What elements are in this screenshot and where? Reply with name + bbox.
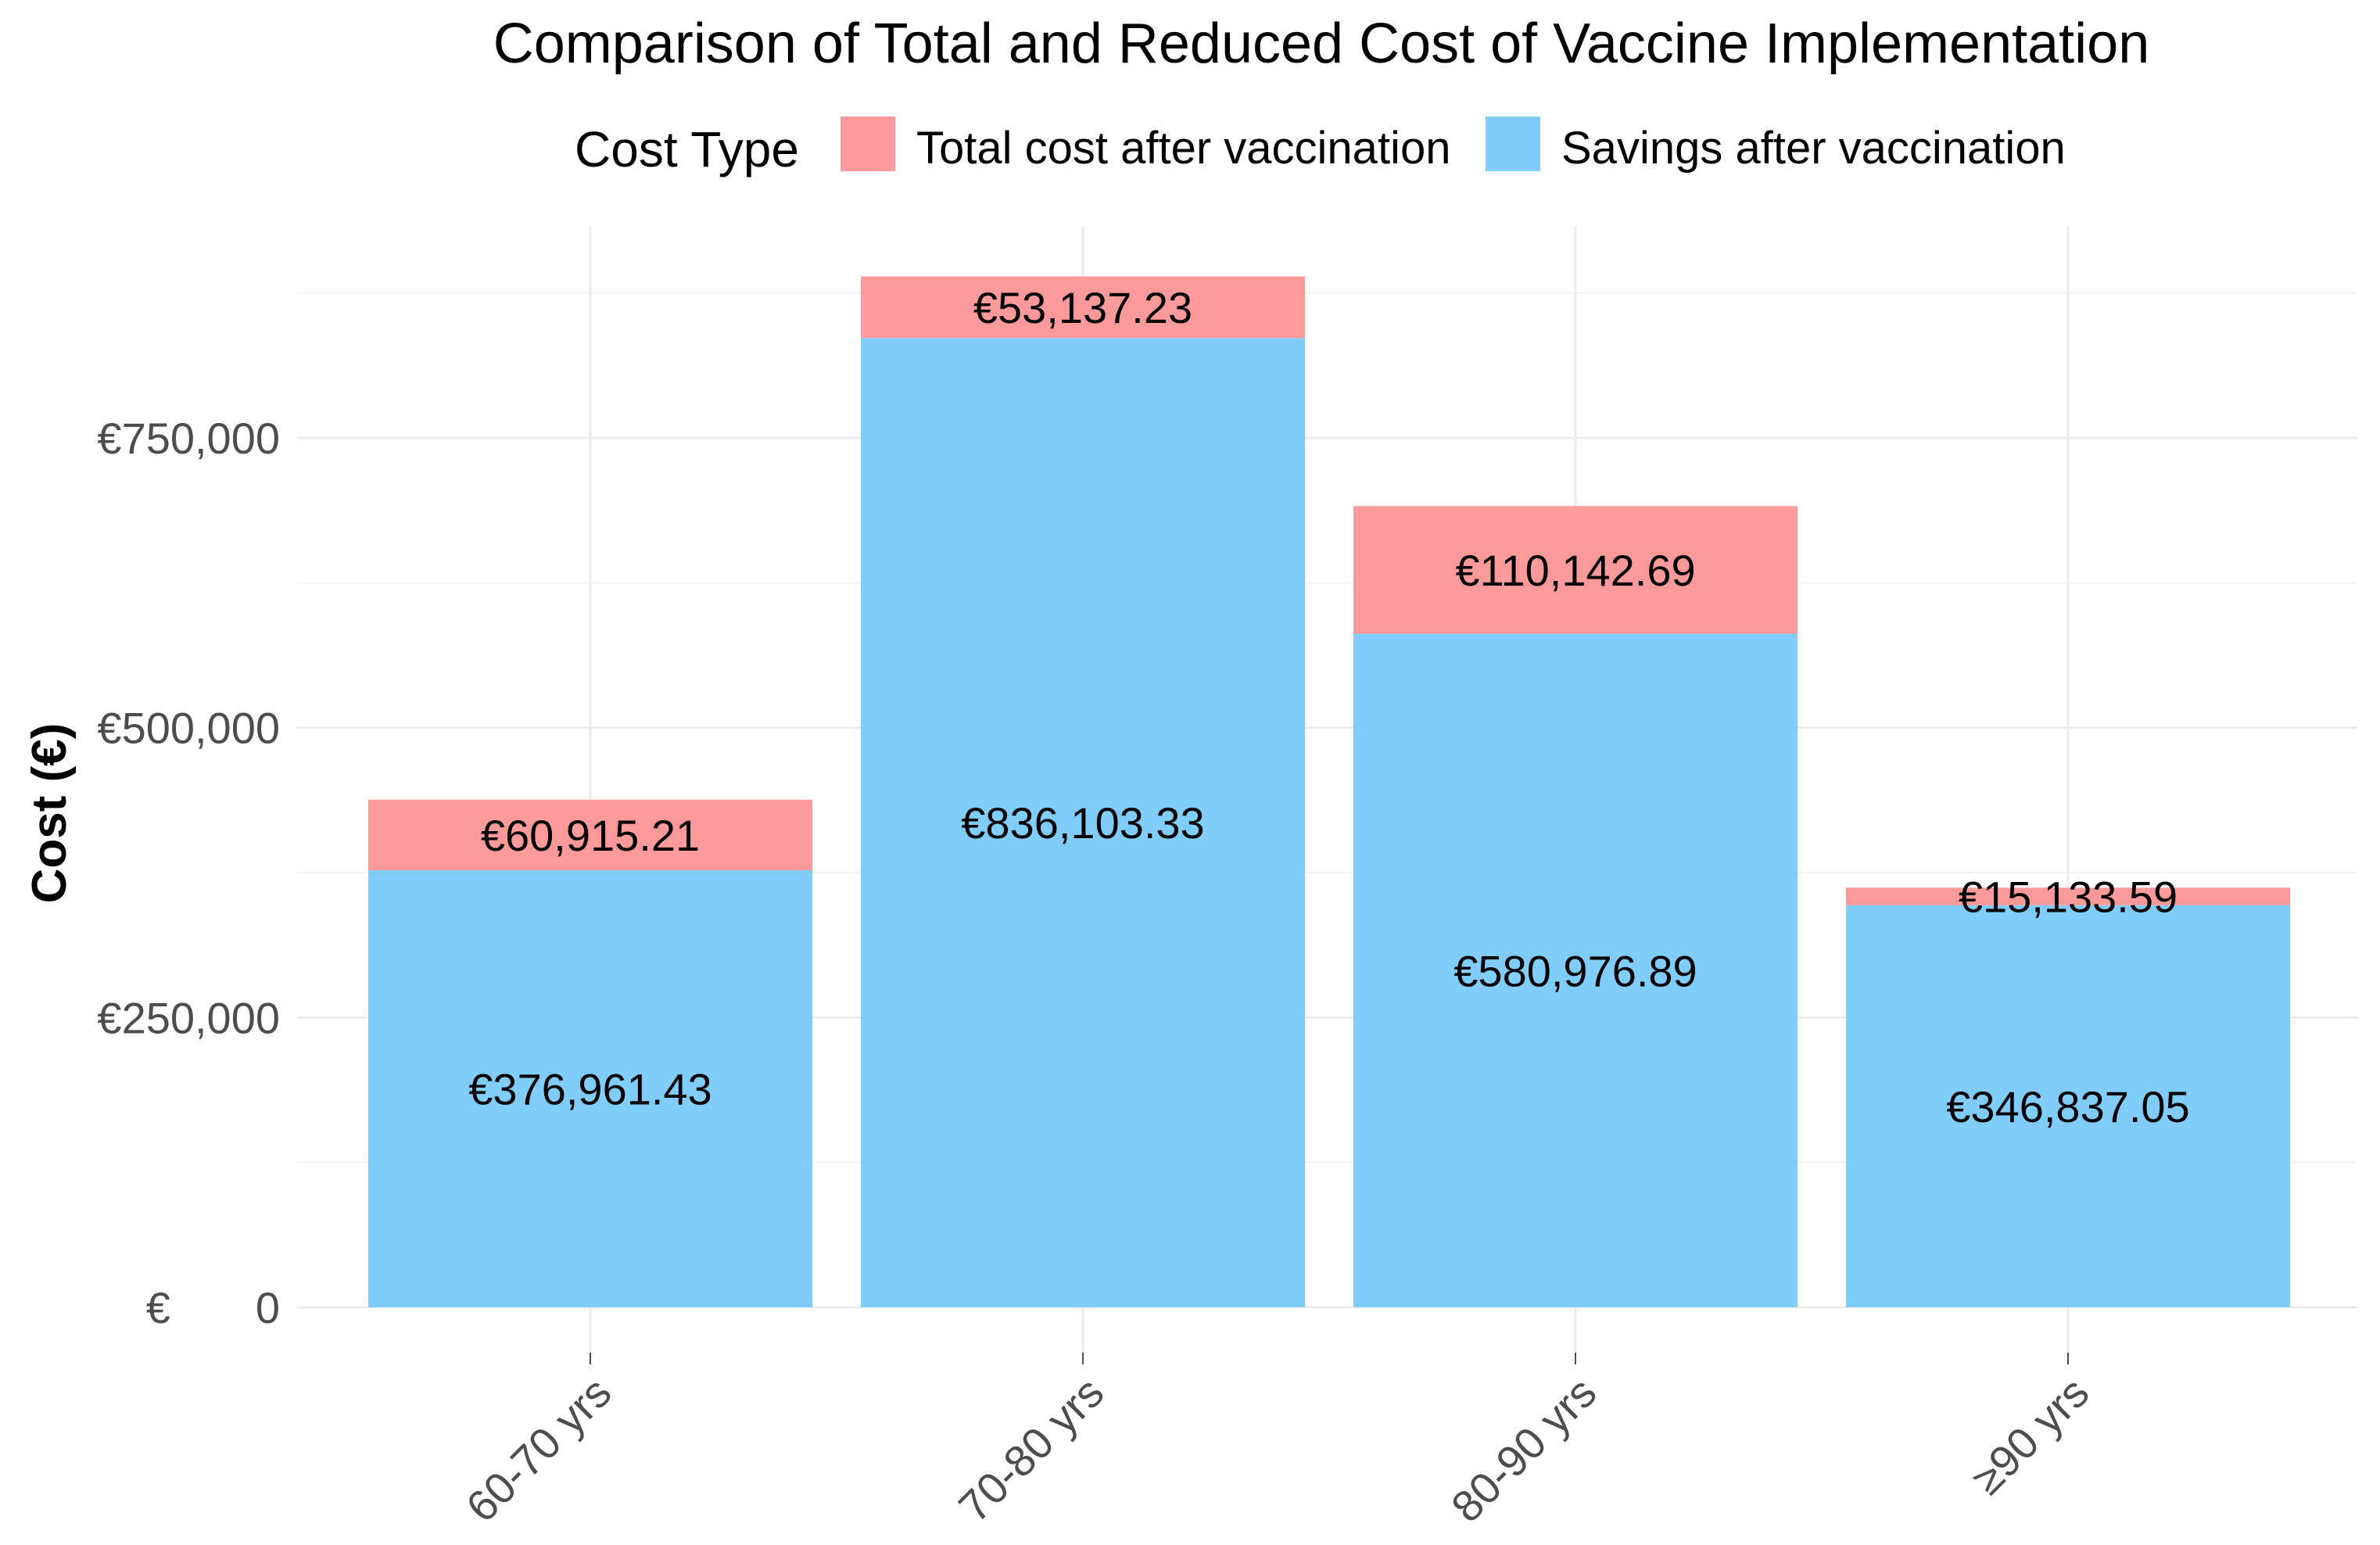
y-tick-label: €500,000 bbox=[97, 704, 280, 753]
legend-swatch-total-cost bbox=[841, 117, 895, 171]
bar-savings bbox=[1846, 905, 2290, 1307]
legend: Cost Type Total cost after vaccination S… bbox=[575, 117, 2066, 177]
bar-labels: €376,961.43 €60,915.21 €836,103.33 €53,137.… bbox=[468, 283, 2189, 1131]
bar-total-cost bbox=[861, 276, 1305, 339]
bar-total-cost bbox=[368, 799, 812, 871]
chart-title: Comparison of Total and Reduced Cost of … bbox=[493, 13, 2150, 75]
x-tick-label: ≥90 yrs bbox=[1962, 1368, 2098, 1504]
bar-savings bbox=[368, 870, 812, 1307]
bar-label-savings: €376,961.43 bbox=[468, 1065, 711, 1114]
bar-total-cost bbox=[1353, 506, 1798, 634]
x-tick-label: 70-80 yrs bbox=[949, 1368, 1113, 1532]
bar-label-total-cost: €110,142.69 bbox=[1455, 546, 1695, 595]
x-tick-label: 80-90 yrs bbox=[1442, 1368, 1606, 1532]
bar-label-total-cost: €60,915.21 bbox=[481, 811, 700, 860]
bar-label-total-cost: €15,133.59 bbox=[1959, 873, 2177, 922]
y-tick-label: €250,000 bbox=[97, 993, 280, 1042]
bar-label-total-cost: €53,137.23 bbox=[973, 283, 1192, 332]
legend-label-total-cost: Total cost after vaccination bbox=[916, 123, 1450, 174]
legend-swatch-savings bbox=[1486, 117, 1540, 171]
bar-savings bbox=[861, 338, 1305, 1308]
legend-title: Cost Type bbox=[575, 121, 799, 177]
bar-label-savings: €836,103.33 bbox=[961, 798, 1204, 848]
legend-label-savings: Savings after vaccination bbox=[1561, 123, 2066, 174]
x-tick-label: 60-70 yrs bbox=[457, 1368, 621, 1532]
bar-label-savings: €346,837.05 bbox=[1946, 1082, 2189, 1131]
y-tick-label: €750,000 bbox=[97, 414, 280, 463]
bar-savings bbox=[1353, 633, 1798, 1307]
bar-total-cost bbox=[1846, 887, 2290, 905]
y-tick-label: € 0 bbox=[146, 1283, 280, 1332]
y-axis-title: Cost (€) bbox=[23, 723, 77, 904]
x-axis-ticks: 60-70 yrs 70-80 yrs 80-90 yrs ≥90 yrs bbox=[457, 1353, 2098, 1532]
bars bbox=[368, 276, 2290, 1308]
y-axis-ticks: € 0 €250,000 €500,000 €750,000 bbox=[97, 414, 280, 1332]
bar-label-savings: €580,976.89 bbox=[1453, 946, 1697, 995]
